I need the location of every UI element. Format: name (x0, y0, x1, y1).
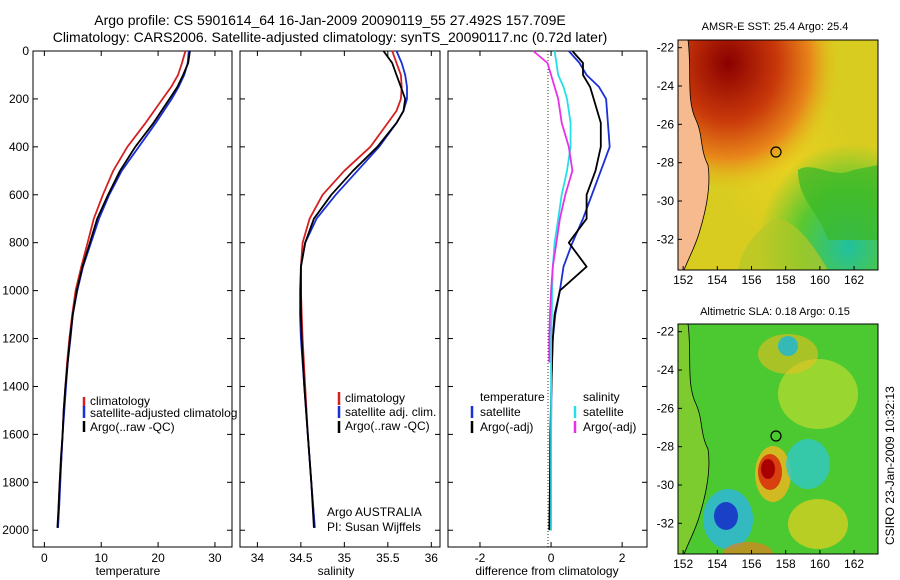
series-line-salinity-satellite (550, 50, 572, 531)
legend-heading-temperature: temperature (480, 390, 545, 404)
temperature-panel: 0 10 20 30 0 200 400 600 800 1000 1200 1400 1600 1800… (2, 44, 237, 578)
y-tick-label: 0 (22, 44, 29, 58)
difference-legend: temperature satellite Argo(-adj) salinit… (470, 390, 636, 434)
sla-map-panel: Altimetric SLA: 0.18 Argo: 0.15 152 154 15… (657, 306, 879, 571)
sst-float-marker (770, 146, 782, 158)
legend-label-temp-argo: Argo(-adj) (480, 420, 533, 434)
map-x-tick-label: 162 (844, 273, 864, 287)
legend-label-argo: Argo(..raw -QC) (90, 420, 175, 434)
sla-map-image (678, 324, 878, 554)
x-tick-label: 34.5 (289, 551, 313, 565)
credit-timestamp: CSIRO 23-Jan-2009 10:32:13 (883, 386, 897, 545)
x-tick-label: 36 (425, 551, 439, 565)
map-y-tick-label: -28 (657, 156, 675, 170)
y-tick-label: 1000 (2, 284, 29, 298)
legend-label-satellite: satellite adj. clim. (345, 405, 436, 419)
map-y-tick-label: -28 (657, 440, 675, 454)
difference-xlabel: difference from climatology (475, 564, 618, 578)
map-y-tick-label: -24 (657, 79, 675, 93)
map-y-tick-label: -26 (657, 401, 675, 415)
legend-label-argo: Argo(..raw -QC) (345, 419, 430, 433)
x-tick-label: 34 (251, 551, 265, 565)
legend-label-climatology: climatology (345, 391, 405, 405)
salinity-panel: 34 34.5 35 35.5 36 salinity climatology sate… (239, 50, 441, 578)
difference-panel: -2 0 2 difference from climatology tempera… (447, 50, 648, 578)
map-x-tick-label: 154 (707, 273, 727, 287)
difference-axes (447, 50, 648, 548)
y-tick-label: 400 (9, 140, 29, 154)
legend-label-sal-satellite: satellite (583, 405, 624, 419)
x-tick-label: 20 (151, 551, 165, 565)
legend-label-climatology: climatology (90, 394, 150, 408)
sst-map-panel: AMSR-E SST: 25.4 Argo: 25.4 (657, 21, 879, 287)
x-tick-label: 0 (548, 551, 555, 565)
x-tick-label: 10 (95, 551, 109, 565)
y-tick-label: 1400 (2, 379, 29, 393)
sst-map-title: AMSR-E SST: 25.4 Argo: 25.4 (702, 21, 849, 33)
legend-label-temp-satellite: satellite (480, 405, 521, 419)
x-tick-label: 0 (41, 551, 48, 565)
y-tick-label: 800 (9, 236, 29, 250)
map-x-tick-label: 152 (673, 557, 693, 571)
x-tick-label: 2 (619, 551, 626, 565)
y-tick-label: 1800 (2, 475, 29, 489)
map-x-tick-label: 156 (741, 557, 761, 571)
legend-heading-salinity: salinity (583, 390, 620, 404)
sla-map-title: Altimetric SLA: 0.18 Argo: 0.15 (700, 306, 850, 318)
figure-title-line1: Argo profile: CS 5901614_64 16-Jan-2009 … (94, 12, 565, 28)
map-y-tick-label: -30 (657, 194, 675, 208)
series-line-argo-raw-qc- (300, 50, 407, 528)
x-tick-label: -2 (475, 551, 486, 565)
sla-map-frame (677, 323, 879, 555)
program-annotation: Argo AUSTRALIA (327, 505, 422, 519)
temperature-legend: climatology satellite-adjusted climatolo… (82, 394, 237, 434)
map-x-tick-label: 154 (707, 557, 727, 571)
temperature-axes (32, 50, 233, 548)
map-x-tick-label: 160 (810, 273, 830, 287)
sla-float-marker (770, 430, 782, 442)
map-x-tick-label: 152 (673, 273, 693, 287)
y-tick-label: 2000 (2, 523, 29, 537)
sst-map-frame (677, 39, 879, 271)
figure-title-line2: Climatology: CARS2006. Satellite-adjuste… (53, 29, 608, 45)
y-tick-label: 600 (9, 188, 29, 202)
map-y-tick-label: -30 (657, 478, 675, 492)
series-line-salinity-argo-adj- (532, 50, 574, 363)
salinity-axes (239, 50, 441, 548)
map-x-tick-label: 160 (810, 557, 830, 571)
salinity-legend: climatology satellite adj. clim. Argo(..… (337, 391, 436, 433)
x-tick-label: 30 (208, 551, 222, 565)
x-tick-label: 35.5 (376, 551, 400, 565)
map-y-tick-label: -32 (657, 516, 675, 530)
map-y-tick-label: -32 (657, 232, 675, 246)
y-tick-label: 1600 (2, 427, 29, 441)
y-tick-label: 1200 (2, 332, 29, 346)
y-tick-label: 200 (9, 92, 29, 106)
series-line-argo-raw-qc- (56, 50, 191, 528)
legend-label-sal-argo: Argo(-adj) (583, 420, 636, 434)
map-x-tick-label: 158 (776, 273, 796, 287)
map-y-tick-label: -22 (657, 41, 675, 55)
temperature-xlabel: temperature (96, 564, 161, 578)
map-x-tick-label: 158 (776, 557, 796, 571)
map-x-tick-label: 162 (844, 557, 864, 571)
map-y-tick-label: -26 (657, 117, 675, 131)
x-tick-label: 35 (338, 551, 352, 565)
legend-label-satellite: satellite-adjusted climatolog (90, 406, 237, 420)
sst-map-image (678, 40, 878, 270)
map-y-tick-label: -22 (657, 325, 675, 339)
map-y-tick-label: -24 (657, 363, 675, 377)
pi-annotation: PI: Susan Wijffels (327, 520, 421, 534)
salinity-xlabel: salinity (318, 564, 355, 578)
map-x-tick-label: 156 (741, 273, 761, 287)
